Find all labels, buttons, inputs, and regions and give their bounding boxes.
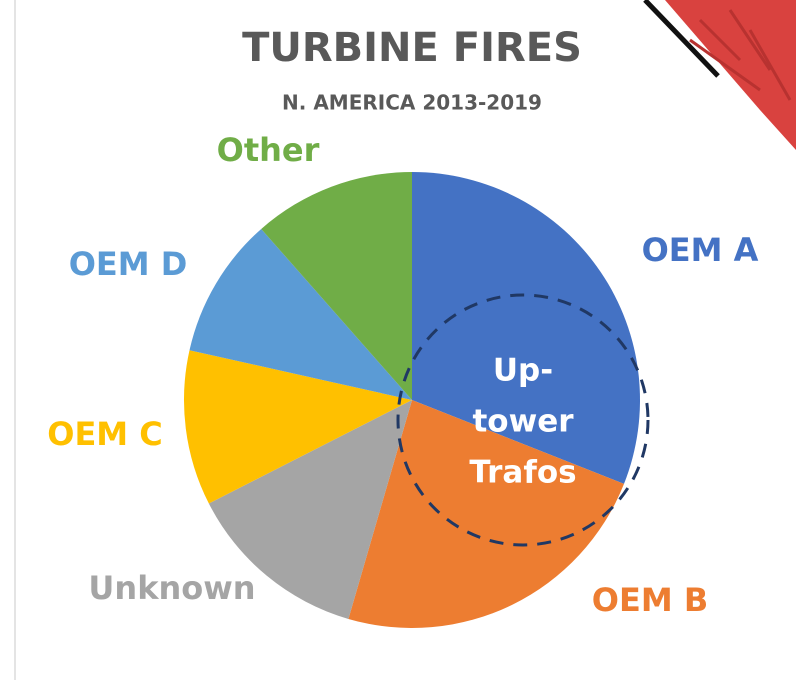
chart-title: TURBINE FIRES xyxy=(242,25,582,71)
pie-slice xyxy=(184,350,412,504)
pie-slice xyxy=(412,172,640,484)
annotation-text: tower xyxy=(472,404,574,440)
slice-label: Unknown xyxy=(88,569,255,607)
pie-slice xyxy=(348,400,624,628)
slice-label: Other xyxy=(217,131,320,169)
decor-line xyxy=(643,0,720,78)
pie-slice xyxy=(189,228,412,400)
slice-label: OEM A xyxy=(642,231,759,269)
chart-subtitle: N. AMERICA 2013-2019 xyxy=(282,91,542,115)
slice-label: OEM D xyxy=(69,245,188,283)
annotation-text: Trafos xyxy=(469,455,576,491)
pie-slice xyxy=(208,400,412,619)
decor-red xyxy=(665,0,796,150)
decor-pattern xyxy=(689,9,792,101)
pie-slice xyxy=(261,172,412,400)
annotation-circle xyxy=(396,293,650,547)
slice-label: OEM B xyxy=(592,581,708,619)
annotation-text: Up- xyxy=(493,353,553,389)
slice-label: OEM C xyxy=(47,415,163,453)
